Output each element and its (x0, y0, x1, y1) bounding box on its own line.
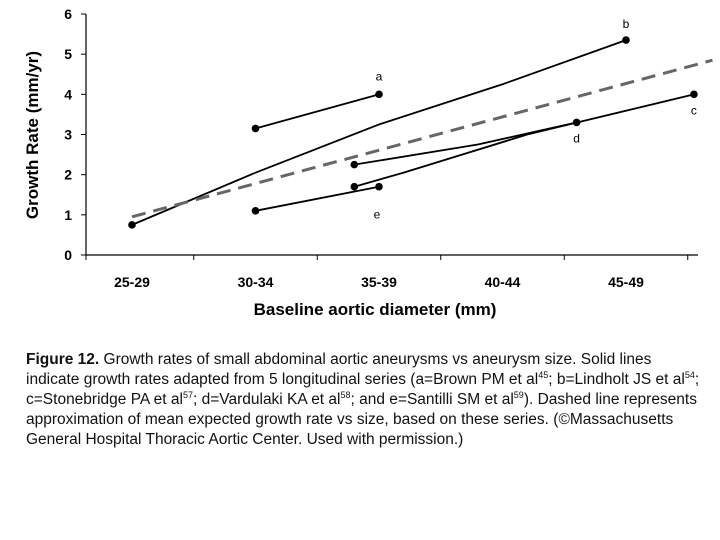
y-tick-label: 1 (64, 207, 72, 223)
chart-axes: 0 1 2 3 4 5 6 25-29 30-34 35-39 40-44 45-49 (64, 6, 698, 290)
y-tick-label: 6 (64, 6, 72, 22)
caption-ref-5: 59 (513, 389, 524, 400)
x-tick-label: 30-34 (238, 274, 274, 290)
figure-caption: Figure 12. Growth rates of small abdomin… (26, 350, 706, 450)
chart-series: a b c d e (128, 17, 713, 229)
caption-text-2: ; b=Lindholt JS et al (548, 371, 685, 388)
series-marker-e (251, 207, 260, 215)
series-marker-c (350, 182, 359, 191)
series-marker-b (128, 221, 136, 229)
series-marker-a (375, 90, 383, 99)
series-label-a: a (376, 69, 383, 83)
series-line-d (354, 121, 577, 166)
series-label-b: b (623, 17, 630, 31)
series-marker-d (572, 118, 581, 127)
series-marker-d (350, 160, 359, 169)
x-tick-label: 45-49 (608, 274, 644, 290)
series-label-e: e (374, 208, 381, 222)
caption-text-5: ; and e=Santilli SM et al (350, 391, 514, 408)
y-tick-label: 5 (64, 46, 72, 62)
series-label-d: d (573, 131, 580, 145)
series-line-a (255, 93, 380, 130)
figure-label: Figure 12. (26, 351, 100, 368)
series-marker-c (690, 90, 698, 99)
x-tick-label: 35-39 (361, 274, 397, 290)
y-tick-label: 4 (64, 86, 72, 102)
y-tick-label: 3 (64, 127, 72, 143)
caption-ref-1: 45 (538, 369, 549, 380)
caption-ref-3: 57 (182, 389, 193, 400)
series-line-c (354, 93, 695, 188)
x-tick-label: 25-29 (114, 274, 150, 290)
series-label-c: c (691, 103, 697, 117)
y-axis-title: Growth Rate (mm/yr) (23, 51, 42, 219)
y-tick-label: 0 (64, 247, 72, 263)
mean-trend-dashed-line (131, 58, 713, 219)
series-marker-b (622, 36, 630, 44)
y-tick-label: 2 (64, 167, 72, 183)
caption-text-6: ). Dashed line represents approximation … (26, 391, 697, 448)
caption-ref-4: 58 (340, 389, 351, 400)
growth-rate-chart: 0 1 2 3 4 5 6 25-29 30-34 35-39 40-44 45-49 a b c d e G… (23, 6, 713, 319)
x-axis-title: Baseline aortic diameter (mm) (254, 300, 497, 319)
caption-text-1: Growth rates of small abdominal aortic a… (26, 351, 652, 388)
series-line-e (255, 185, 380, 212)
caption-text-4: ; d=Vardulaki KA et al (193, 391, 341, 408)
series-line-b (131, 39, 627, 226)
caption-text-3: ; c=Stonebridge PA et al (26, 371, 700, 408)
caption-ref-2: 54 (684, 369, 695, 380)
series-marker-e (375, 182, 383, 191)
series-marker-a (251, 124, 260, 133)
x-tick-label: 40-44 (485, 274, 521, 290)
